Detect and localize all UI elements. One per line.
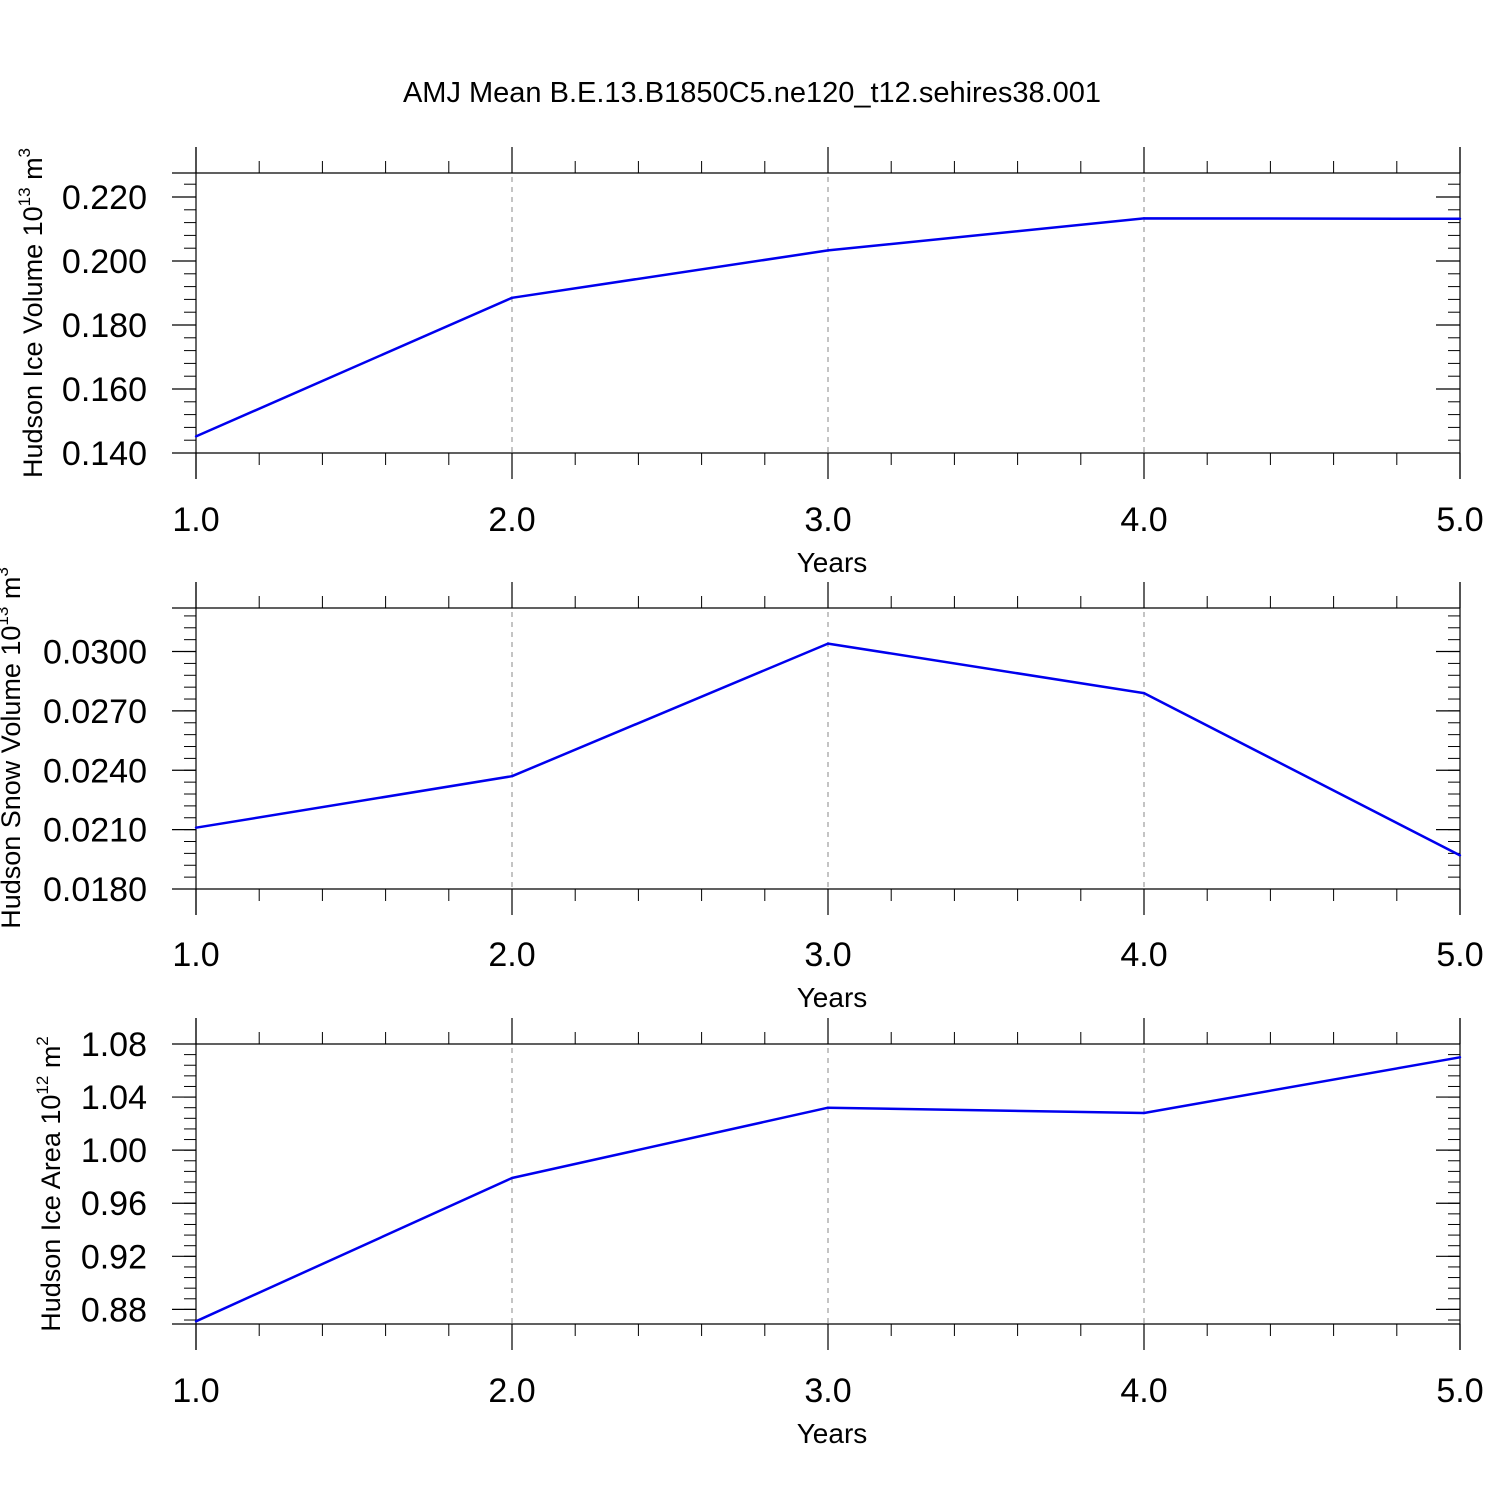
- y-tick-label: 0.0210: [43, 812, 147, 850]
- data-point: [1458, 1056, 1462, 1059]
- data-point: [1142, 691, 1146, 695]
- x-tick-label: 4.0: [1120, 501, 1167, 539]
- data-point: [510, 296, 514, 299]
- y-tick-label: 0.96: [81, 1185, 147, 1223]
- y-tick-label: 0.160: [62, 371, 147, 409]
- chart-panel-1: 0.140 0.160 0.180 0.200 0.220 1.0 2.0 3.0 4.0 5.0…: [15, 147, 1484, 578]
- x-tick-label: 3.0: [804, 1372, 851, 1410]
- x-tick-label: 5.0: [1436, 936, 1483, 974]
- data-point: [194, 1320, 198, 1323]
- y-tick-label: 0.0300: [43, 634, 147, 672]
- x-tick-label: 2.0: [488, 501, 535, 539]
- y-axis-label: Hudson Ice Area 1012 m2: [33, 1036, 66, 1332]
- data-point: [826, 1106, 830, 1109]
- x-tick-label: 1.0: [172, 501, 219, 539]
- x-tick-label: 2.0: [488, 936, 535, 974]
- y-tick-label: 1.08: [81, 1026, 147, 1064]
- y-axis-label: Hudson Ice Volume 1013 m3: [15, 148, 48, 478]
- x-tick-label: 4.0: [1120, 936, 1167, 974]
- y-tick-label: 0.140: [62, 435, 147, 473]
- data-point: [1458, 217, 1462, 220]
- data-point: [826, 249, 830, 252]
- y-tick-label: 0.0180: [43, 871, 147, 909]
- data-point: [1142, 217, 1146, 220]
- x-tick-label: 2.0: [488, 1372, 535, 1410]
- y-tick-label: 1.00: [81, 1132, 147, 1170]
- y-tick-label: 0.0270: [43, 693, 147, 731]
- figure-title: AMJ Mean B.E.13.B1850C5.ne120_t12.sehire…: [403, 77, 1101, 109]
- y-tick-label: 0.0240: [43, 752, 147, 790]
- y-axis-label: Hudson Snow Volume 1013 m3: [0, 567, 26, 929]
- chart-panel-3: 0.88 0.92 0.96 1.00 1.04 1.08 1.0 2.0 3.0 4.0 5.0 Y…: [33, 1018, 1484, 1449]
- y-tick-label: 0.180: [62, 307, 147, 345]
- y-tick-label: 1.04: [81, 1079, 147, 1117]
- x-tick-label: 1.0: [172, 1372, 219, 1410]
- y-tick-label: 0.88: [81, 1291, 147, 1329]
- chart-panel-2: 0.0180 0.0210 0.0240 0.0270 0.0300 1.0 2.0 3.0 4…: [0, 567, 1484, 1013]
- data-point: [1458, 854, 1462, 857]
- x-tick-label: 3.0: [804, 936, 851, 974]
- data-point: [826, 642, 830, 645]
- data-point: [510, 1176, 514, 1180]
- y-tick-label: 0.200: [62, 243, 147, 281]
- data-point: [194, 826, 198, 829]
- x-tick-label: 3.0: [804, 501, 851, 539]
- data-point: [1142, 1111, 1146, 1115]
- x-axis-label: Years: [797, 547, 868, 578]
- x-axis-label: Years: [797, 982, 868, 1013]
- x-axis-label: Years: [797, 1418, 868, 1449]
- x-tick-label: 1.0: [172, 936, 219, 974]
- data-point: [194, 435, 198, 438]
- x-tick-label: 5.0: [1436, 1372, 1483, 1410]
- x-tick-label: 5.0: [1436, 501, 1483, 539]
- data-point: [510, 775, 514, 778]
- y-tick-label: 0.220: [62, 179, 147, 217]
- x-tick-label: 4.0: [1120, 1372, 1167, 1410]
- y-tick-label: 0.92: [81, 1238, 147, 1276]
